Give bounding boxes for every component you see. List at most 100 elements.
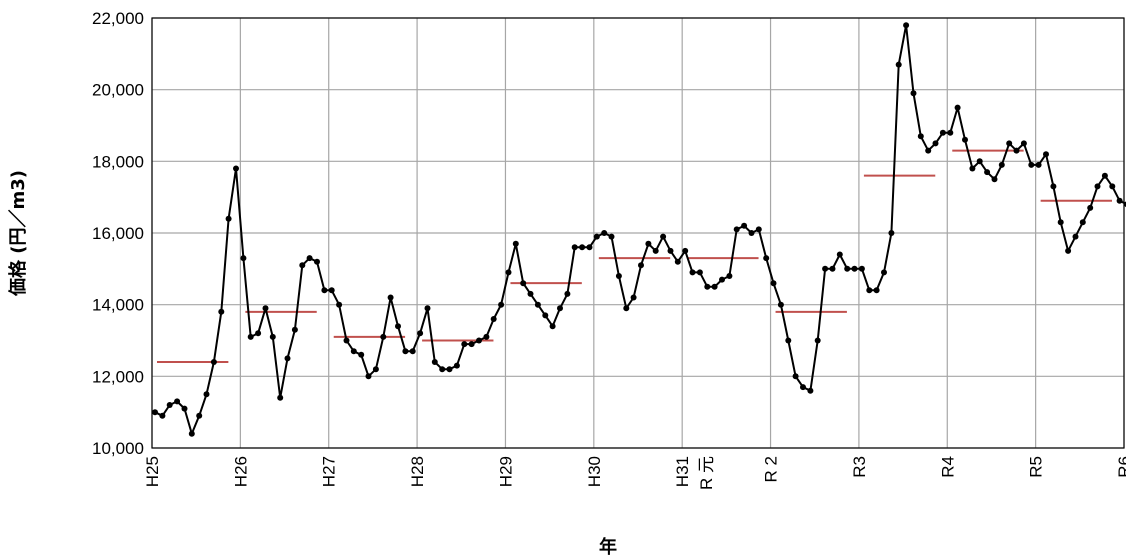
data-point-16 [269,333,276,340]
data-point-72 [682,247,689,254]
data-point-84 [770,280,777,287]
data-point-129 [1101,172,1108,179]
data-point-43 [468,341,475,348]
data-point-92 [829,265,836,272]
data-point-79 [733,226,740,233]
data-point-90 [814,337,821,344]
data-point-77 [719,276,725,283]
monthly-price-series [152,22,1126,437]
data-point-125 [1072,233,1079,240]
x-tick-label-10: R5 [1027,456,1046,478]
data-point-104 [917,133,924,140]
data-point-48 [505,269,512,276]
data-point-57 [571,244,578,251]
y-tick-label-0: 10,000 [92,439,144,458]
x-tick-label-3: H28 [408,456,427,487]
data-point-0 [152,409,158,416]
data-point-80 [741,222,748,229]
data-point-81 [748,230,755,236]
data-point-95 [851,265,858,272]
data-point-82 [755,226,762,233]
x-axis-title: 年 [599,536,617,558]
y-axis-tick-labels: 10,000 12,000 14,000 16,000 18,000 20,000 22,0… [92,9,144,458]
data-point-93 [836,251,843,258]
data-point-4 [181,405,188,412]
data-point-45 [483,333,490,340]
data-point-114 [991,176,998,183]
data-point-58 [579,244,586,251]
data-point-83 [763,255,770,262]
data-point-23 [321,287,328,294]
data-point-36 [417,330,424,337]
data-point-32 [387,294,394,301]
data-point-19 [291,326,298,333]
data-point-100 [888,230,895,236]
annual-average-bars [157,149,1112,363]
data-point-51 [527,290,534,297]
data-point-37 [424,305,431,312]
data-point-27 [350,348,357,355]
x-tick-label-5: H30 [585,456,604,487]
y-tick-label-3: 16,000 [92,224,144,243]
data-point-12 [240,255,247,262]
data-point-47 [498,301,505,308]
data-point-119 [1028,161,1035,168]
data-point-105 [925,147,932,154]
data-point-107 [939,129,946,136]
data-point-14 [255,330,262,337]
data-point-69 [660,233,667,240]
data-point-49 [512,240,519,247]
data-point-87 [792,373,799,380]
data-point-5 [188,430,195,437]
data-point-111 [969,165,976,172]
monthly-price-line [154,24,1126,435]
data-point-71 [674,258,681,265]
data-point-91 [822,265,829,272]
y-tick-label-2: 14,000 [92,296,144,315]
x-tick-label-0: H25 [143,456,162,487]
data-point-17 [277,394,284,401]
data-point-56 [564,290,571,297]
x-tick-label-4: H29 [496,456,515,487]
data-point-121 [1043,151,1049,158]
data-point-13 [247,333,254,340]
data-point-128 [1094,183,1101,190]
data-point-67 [645,240,652,247]
data-point-28 [358,351,365,358]
data-point-35 [409,348,416,355]
data-point-54 [549,323,556,330]
data-point-117 [1013,147,1020,154]
data-point-33 [395,323,401,330]
data-point-55 [557,305,563,312]
data-point-26 [343,337,350,344]
data-point-115 [998,161,1005,168]
data-point-68 [652,247,659,254]
x-tick-label-11: R6 [1115,456,1126,478]
data-point-15 [262,305,269,312]
data-point-59 [586,244,593,251]
data-point-1 [159,412,166,419]
x-tick-label-2: H27 [320,456,339,487]
data-point-88 [800,384,806,391]
data-point-6 [196,412,203,419]
data-point-73 [689,269,696,276]
data-point-66 [638,262,644,269]
data-point-18 [284,355,291,362]
x-tick-label-9: R4 [938,456,957,478]
data-point-25 [336,301,343,308]
data-point-62 [608,233,615,240]
data-point-70 [667,247,674,254]
data-point-29 [365,373,372,380]
data-point-52 [534,301,541,308]
data-point-103 [910,90,917,97]
data-point-50 [520,280,527,287]
data-point-96 [858,265,865,272]
data-point-21 [306,255,313,262]
data-point-98 [873,287,880,294]
data-point-120 [1035,161,1042,168]
x-tick-label-6-line2: R 元 [697,456,716,490]
data-point-3 [174,398,181,405]
plot-area-border [151,17,1125,449]
data-point-38 [431,359,438,365]
